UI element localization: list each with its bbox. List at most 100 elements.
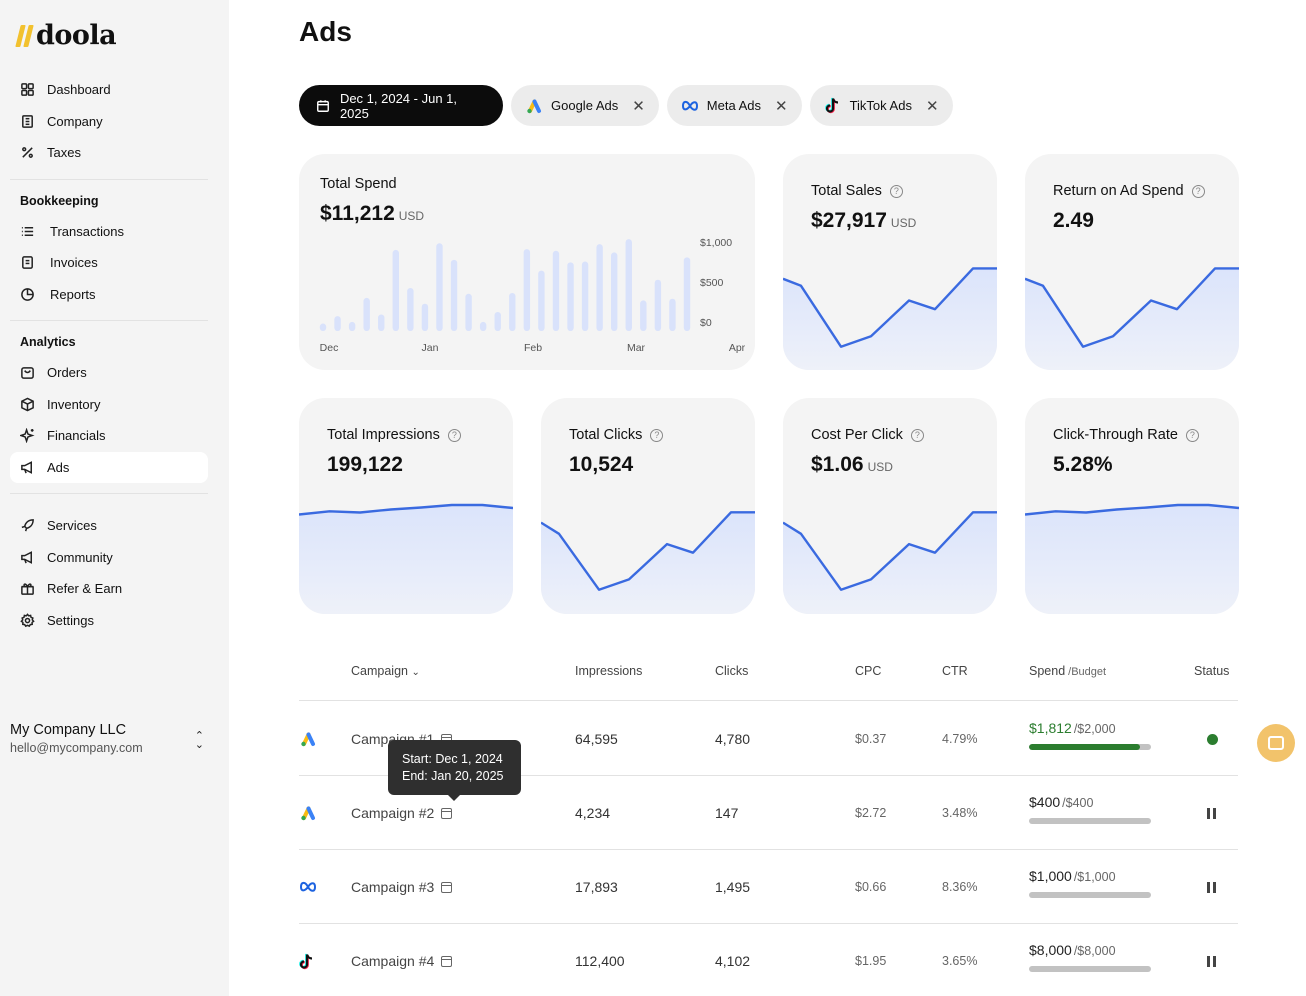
spend-budget-cell: $1,000/$1,000 <box>1029 868 1151 898</box>
card-value: 2.49 <box>1053 209 1094 233</box>
sidebar-item-company[interactable]: Company <box>10 106 208 138</box>
box-icon <box>21 397 34 412</box>
sort-campaign-header[interactable]: Campaign ⌄ <box>351 664 420 678</box>
cpc-value: $1.06 <box>811 453 864 476</box>
help-icon[interactable]: ? <box>1191 184 1205 198</box>
chat-support-button[interactable] <box>1257 724 1295 762</box>
gift-icon <box>21 583 34 596</box>
megaphone-icon <box>21 550 32 564</box>
tooltip-end: End: Jan 20, 2025 <box>402 769 504 783</box>
sidebar-item-refer-earn[interactable]: Refer & Earn <box>10 573 208 605</box>
ctr-cell: 4.79% <box>942 732 978 746</box>
sidebar-section-analytics: Analytics <box>20 335 76 349</box>
sidebar-item-label: Refer & Earn <box>47 581 123 597</box>
spend-bar <box>348 321 356 331</box>
status-cell[interactable] <box>1207 776 1216 850</box>
filter-chip-tiktok-ads[interactable]: TikTok Ads ✕ <box>809 85 953 126</box>
filter-chip-label: Meta Ads <box>706 98 761 113</box>
table-row[interactable]: Campaign #2 4,234 147 $2.72 3.48% $400/$400 <box>299 776 1238 850</box>
sidebar-item-label: Inventory <box>47 396 101 412</box>
help-icon[interactable]: ? <box>1185 428 1199 442</box>
card-title: Cost Per Click? <box>811 427 924 443</box>
x-tick-label: Mar <box>627 342 646 354</box>
sidebar-item-ads[interactable]: Ads <box>10 451 208 483</box>
sidebar-item-label: Reports <box>50 286 96 302</box>
calendar-icon[interactable] <box>441 807 453 819</box>
table-row[interactable]: Campaign #3 17,893 1,495 $0.66 8.36% $1,000/$… <box>299 850 1238 924</box>
budget-progress-bar <box>1029 818 1151 824</box>
card-title-text: Total Clicks <box>569 427 643 443</box>
calendar-icon[interactable] <box>441 881 453 893</box>
close-icon[interactable]: ✕ <box>632 97 645 115</box>
filter-chip-meta-ads[interactable]: Meta Ads ✕ <box>666 85 802 126</box>
company-switcher[interactable]: My Company LLC hello@mycompany.com ⌃ ⌄ <box>10 722 210 755</box>
sidebar-item-label: Taxes <box>47 145 81 161</box>
cpc-cell: $0.37 <box>855 732 887 746</box>
impressions-cell: 4,234 <box>575 805 611 821</box>
budget-progress-bar <box>1029 892 1151 898</box>
status-cell[interactable] <box>1207 850 1216 924</box>
calendar-icon[interactable] <box>441 955 453 967</box>
campaign-table-header: Campaign ⌄ Impressions Clicks CPC CTR Sp… <box>299 660 1238 701</box>
close-icon[interactable]: ✕ <box>775 97 788 115</box>
help-icon[interactable]: ? <box>889 184 903 198</box>
spend-bar <box>538 270 545 331</box>
sidebar-item-taxes[interactable]: Taxes <box>10 137 208 169</box>
budget-progress-bar <box>1029 966 1151 972</box>
header-spend: Spend/Budget <box>1029 664 1106 678</box>
sidebar-item-transactions[interactable]: Transactions <box>10 216 208 248</box>
spend-bar <box>319 323 327 331</box>
spend-bar <box>479 321 487 331</box>
spend-bar <box>625 239 632 331</box>
spend-bar <box>509 292 516 331</box>
date-range-filter[interactable]: Dec 1, 2024 - Jun 1, 2025 <box>299 85 503 126</box>
sparkline-area <box>299 505 513 614</box>
campaign-name-text: Campaign #3 <box>351 879 435 895</box>
help-icon[interactable]: ? <box>447 428 461 442</box>
status-cell[interactable] <box>1207 924 1216 996</box>
spend-bar <box>581 261 589 331</box>
campaign-name[interactable]: Campaign #4 <box>351 924 453 996</box>
campaign-name-text: Campaign #4 <box>351 953 435 969</box>
spend-bar <box>436 243 443 331</box>
ctr-card: Click-Through Rate? 5.28% <box>1025 398 1239 614</box>
impressions-sparkline <box>299 503 513 614</box>
status-active-indicator <box>1207 733 1218 745</box>
status-cell[interactable] <box>1207 702 1218 776</box>
sparkle-icon <box>20 428 35 444</box>
sidebar-section-bookkeeping: Bookkeeping <box>20 193 99 208</box>
help-icon[interactable]: ? <box>650 428 664 442</box>
table-row[interactable]: Campaign #1 64,595 4,780 $0.37 4.79% $1,812/$… <box>299 702 1238 776</box>
help-icon[interactable]: ? <box>910 428 924 442</box>
table-row[interactable]: Campaign #4 112,400 4,102 $1.95 3.65% $8,000/… <box>299 924 1238 996</box>
spend-bar <box>378 314 385 331</box>
campaign-name[interactable]: Campaign #3 <box>351 850 453 924</box>
sidebar-item-orders[interactable]: Orders <box>10 357 208 389</box>
clicks-cell: 4,102 <box>715 953 751 969</box>
header-clicks: Clicks <box>715 664 749 678</box>
filter-chip-google-ads[interactable]: Google Ads ✕ <box>511 85 659 126</box>
sidebar-item-invoices[interactable]: Invoices <box>10 247 208 279</box>
sidebar-item-reports[interactable]: Reports <box>10 279 208 311</box>
sidebar-item-community[interactable]: Community <box>10 542 208 574</box>
sidebar-item-dashboard[interactable]: Dashboard <box>10 74 208 106</box>
cpc-cell: $0.66 <box>855 880 887 894</box>
logo[interactable]: doola <box>15 20 117 51</box>
sidebar-item-label: Ads <box>47 459 70 475</box>
sidebar-item-label: Company <box>47 113 103 129</box>
currency-unit: USD <box>890 216 917 230</box>
impressions-cell: 64,595 <box>575 731 618 747</box>
chevron-up-down-icon[interactable]: ⌃ ⌄ <box>194 730 204 751</box>
card-title-text: Return on Ad Spend <box>1053 183 1184 199</box>
sidebar-item-inventory[interactable]: Inventory <box>10 389 208 421</box>
card-title-text: Total Sales <box>811 183 882 199</box>
close-icon[interactable]: ✕ <box>925 97 939 115</box>
sidebar-item-settings[interactable]: Settings <box>10 605 208 637</box>
filter-chip-label: Google Ads <box>551 98 619 113</box>
cpc-sparkline <box>783 511 997 614</box>
campaign-name[interactable]: Campaign #2 <box>351 776 453 850</box>
gear-icon <box>20 613 35 627</box>
google-ads-icon <box>299 776 317 850</box>
sidebar-item-services[interactable]: Services <box>10 510 208 542</box>
sidebar-item-financials[interactable]: Financials <box>10 420 208 452</box>
